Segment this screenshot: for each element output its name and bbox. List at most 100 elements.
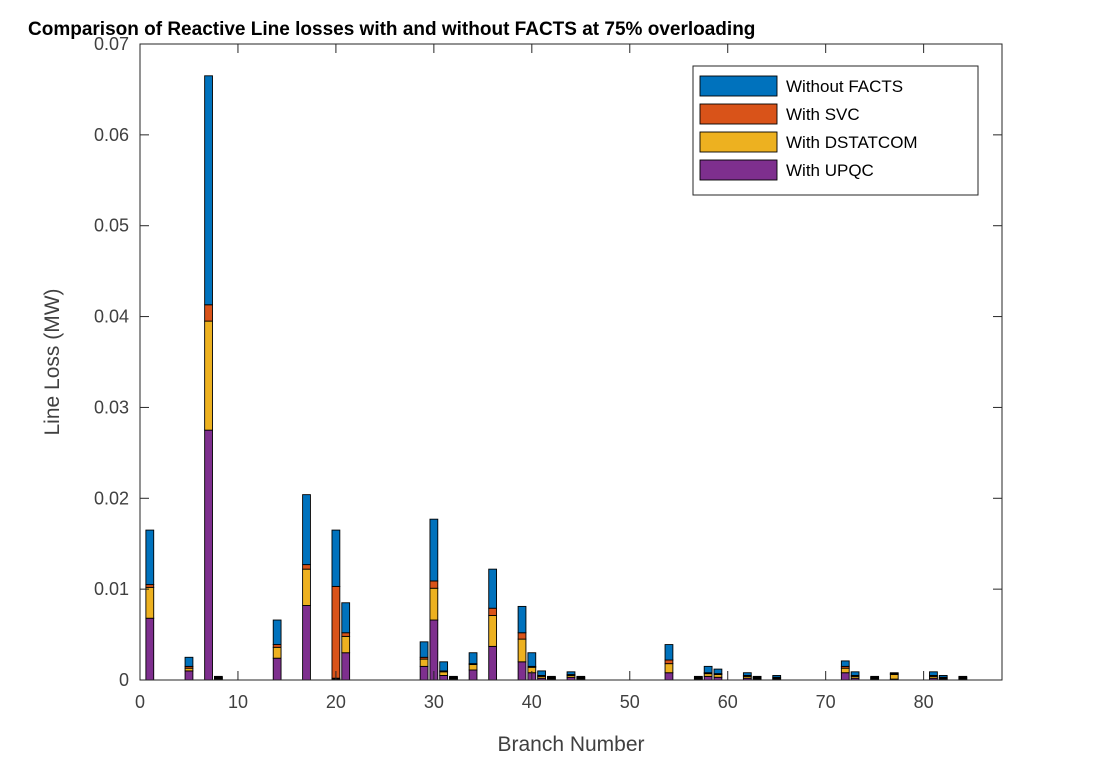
bar-segment <box>703 665 713 674</box>
bar-segment <box>419 665 429 681</box>
bar-segment <box>517 661 527 681</box>
bar-segment <box>331 585 341 679</box>
bar-segment <box>870 675 880 678</box>
bar-segment <box>889 674 899 680</box>
bar-segment <box>938 675 948 678</box>
bar-segment <box>341 632 351 637</box>
bar-segment <box>664 672 674 681</box>
bar-segment <box>958 675 968 678</box>
x-tick-label: 10 <box>228 692 248 712</box>
bar-segment <box>527 652 537 667</box>
x-tick-label: 60 <box>718 692 738 712</box>
bar-segment <box>145 529 155 586</box>
x-tick-label: 70 <box>816 692 836 712</box>
bar-segment <box>488 607 498 616</box>
legend-label: With SVC <box>786 105 860 124</box>
bar-segment <box>302 494 311 566</box>
bar-segment <box>302 564 311 570</box>
bars-layer <box>145 75 968 681</box>
bar-segment <box>204 429 213 681</box>
plot-frame <box>139 43 1003 681</box>
bar-segment <box>713 668 723 675</box>
bar-segment <box>566 671 576 676</box>
bar-segment <box>419 658 429 667</box>
bar-segment <box>468 664 478 671</box>
bar-segment <box>547 675 556 678</box>
y-tick-label: 0.06 <box>94 125 129 145</box>
bar-segment <box>213 675 223 678</box>
legend-label: With UPQC <box>786 161 874 180</box>
bar-segment <box>204 320 213 431</box>
bar-segment <box>840 660 850 667</box>
y-tick-label: 0.02 <box>94 488 129 508</box>
chart-title: Comparison of Reactive Line losses with … <box>28 19 755 40</box>
bar-segment <box>517 605 527 634</box>
bar-segment <box>840 667 850 674</box>
y-tick-label: 0.07 <box>94 34 129 54</box>
bar-segment <box>302 568 311 606</box>
bar-segment <box>145 586 155 619</box>
bar-segment <box>272 619 282 646</box>
bar-segment <box>517 638 527 663</box>
bar-segment <box>429 580 439 589</box>
x-tick-label: 30 <box>424 692 444 712</box>
y-axis-label: Line Loss (MW) <box>41 288 64 435</box>
bar-segment <box>488 615 498 647</box>
bar-segment <box>331 529 341 587</box>
bar-segment <box>184 656 194 667</box>
bar-segment <box>664 663 674 674</box>
bar-segment <box>341 635 351 654</box>
legend: Without FACTS With SVC With DSTATCOM With U… <box>692 65 979 196</box>
bar-segment <box>850 671 860 676</box>
bar-segment <box>576 675 586 678</box>
ticks-layer: 0 10 20 30 40 50 60 70 80 0 0.01 0.02 0.03 0.04 0.05 0.… <box>94 34 1002 712</box>
bar-segment <box>889 672 899 675</box>
bar-segment <box>439 661 449 672</box>
bar-segment <box>488 568 498 609</box>
bar-segment <box>752 675 762 678</box>
y-tick-label: 0 <box>119 670 129 690</box>
x-tick-label: 50 <box>620 692 640 712</box>
legend-swatch <box>699 131 778 153</box>
legend-label: Without FACTS <box>786 77 903 96</box>
x-axis-label: Branch Number <box>497 733 644 756</box>
x-tick-label: 20 <box>326 692 346 712</box>
x-tick-label: 80 <box>914 692 934 712</box>
bar-segment <box>272 657 282 681</box>
legend-label: With DSTATCOM <box>786 133 918 152</box>
bar-segment <box>272 646 282 659</box>
x-tick-label: 40 <box>522 692 542 712</box>
y-tick-label: 0.03 <box>94 397 129 417</box>
bar-segment <box>517 632 527 640</box>
bar-segment <box>184 670 194 681</box>
bar-segment <box>419 641 429 658</box>
legend-swatch <box>699 103 778 125</box>
legend-items: Without FACTS With SVC With DSTATCOM With U… <box>699 75 918 181</box>
bar-segment <box>664 659 674 665</box>
bar-segment <box>429 587 439 621</box>
bar-segment <box>439 675 449 681</box>
bar-segment <box>341 602 351 634</box>
bar-segment <box>742 672 752 676</box>
bar-segment <box>703 675 713 681</box>
bar-segment <box>145 617 155 681</box>
bar-segment <box>468 652 478 665</box>
bar-segment <box>772 675 782 678</box>
legend-swatch <box>699 159 778 181</box>
bar-segment <box>449 675 458 678</box>
y-tick-label: 0.04 <box>94 307 129 327</box>
bar-segment <box>929 671 938 676</box>
bar-segment <box>840 672 850 681</box>
bar-segment <box>468 669 478 681</box>
x-tick-label: 0 <box>135 692 145 712</box>
bar-segment <box>693 675 703 678</box>
legend-swatch <box>699 75 778 97</box>
bar-segment <box>429 518 439 582</box>
y-tick-label: 0.01 <box>94 579 129 599</box>
bar-segment <box>537 670 546 676</box>
bar-segment <box>664 644 674 661</box>
bar-segment <box>204 304 213 322</box>
bar-segment <box>204 75 213 306</box>
